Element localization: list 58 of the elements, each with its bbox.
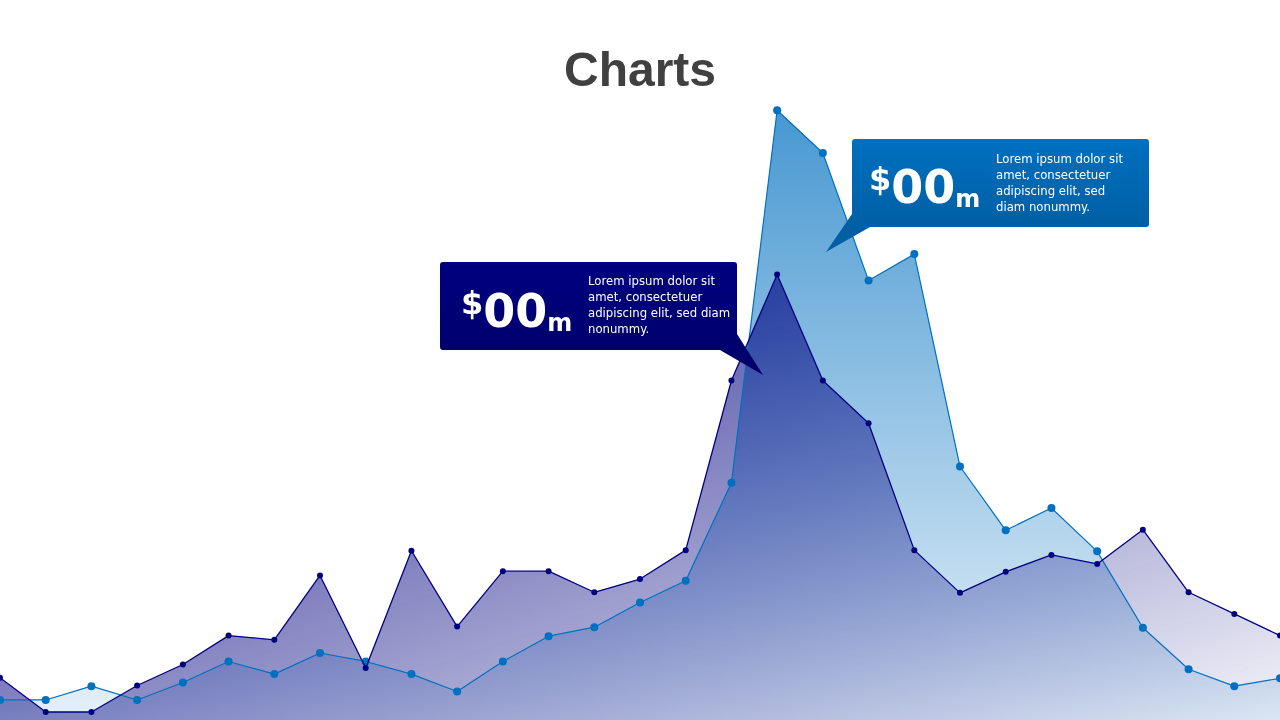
point — [1047, 504, 1056, 513]
chart-title: Charts — [563, 43, 717, 96]
point — [727, 478, 736, 487]
point — [819, 377, 826, 384]
point — [270, 670, 279, 679]
point — [865, 420, 872, 427]
point — [179, 661, 186, 668]
point — [681, 576, 690, 585]
point — [88, 709, 95, 715]
point — [728, 377, 735, 384]
point — [133, 695, 142, 704]
point — [773, 106, 782, 115]
point — [911, 547, 918, 554]
point — [1139, 526, 1146, 533]
annotation: $^{$}$00$_{m}$ — [869, 160, 981, 214]
annotation: Lorem ipsum dolor sit amet, consectetuer adipiscing elit, sed diam nonummy. — [588, 274, 731, 336]
point — [271, 636, 278, 643]
point — [956, 462, 964, 471]
point — [818, 149, 827, 158]
point — [499, 568, 506, 575]
point — [590, 623, 599, 632]
point — [1231, 610, 1238, 617]
point — [1185, 589, 1192, 596]
point — [682, 547, 689, 554]
point — [636, 598, 644, 607]
point — [134, 682, 141, 689]
point — [1094, 560, 1101, 567]
point — [1001, 526, 1010, 535]
point — [1002, 568, 1009, 575]
point — [545, 568, 552, 575]
point — [1184, 665, 1193, 674]
point — [362, 665, 369, 672]
point — [407, 670, 416, 679]
point — [591, 589, 598, 596]
point — [910, 250, 919, 259]
point — [178, 678, 187, 687]
point — [317, 572, 323, 579]
point — [1093, 547, 1102, 556]
point — [225, 632, 232, 639]
point — [1138, 623, 1147, 632]
point — [498, 657, 507, 666]
point — [957, 589, 963, 596]
point — [224, 657, 233, 666]
annotation: Lorem ipsum dolor sit amet, consectetuer adipiscing elit, sed diam nonummy. — [996, 152, 1124, 214]
point — [454, 623, 461, 630]
point — [42, 709, 49, 715]
point — [1230, 682, 1239, 691]
point — [544, 632, 553, 641]
annotation: $^{$}$00$_{m}$ — [461, 284, 573, 338]
point — [316, 649, 324, 658]
point — [1048, 551, 1055, 558]
point — [637, 576, 643, 583]
point — [864, 276, 873, 285]
point — [87, 682, 96, 691]
point — [453, 687, 462, 696]
point — [408, 547, 415, 554]
point — [41, 695, 50, 704]
point — [774, 271, 781, 278]
